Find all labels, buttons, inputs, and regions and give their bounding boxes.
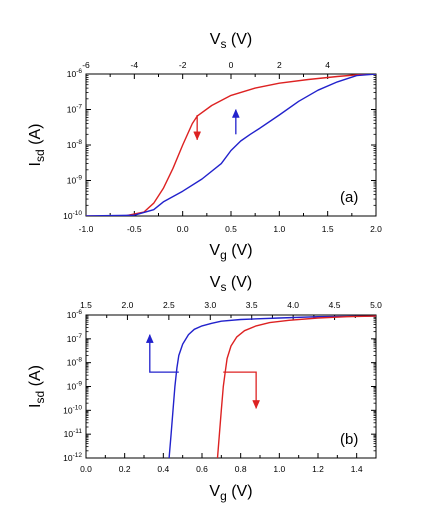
y-axis-label: Isd (A) [27,365,47,408]
y-tick-label: 10-7 [67,333,83,344]
y-tick-label: 10-6 [67,68,83,79]
x-tick-label: 0.2 [119,464,131,474]
top-x-tick-label: -2 [179,60,187,70]
y-tick-label: 10-7 [67,104,83,115]
y-tick-label: 10-9 [67,175,83,186]
series-line-1 [86,74,376,216]
y-tick-label: 10-11 [64,428,83,439]
top-x-tick-label: 3.5 [246,300,258,310]
arrow-head-0 [145,334,154,343]
panel-b: 0.0 0.2 0.4 0.6 0.8 1.0 1.2 1.4 1.5 2.0 2.5 3.0 3.5 4… [27,274,382,503]
top-x-tick-label: 2 [277,60,282,70]
x-tick-label: 1.2 [312,464,324,474]
arrow-shaft-1 [223,371,257,409]
x-tick-label: 0.6 [196,464,208,474]
panel-label: (a) [340,189,358,206]
top-x-tick-label: 2.0 [122,300,134,310]
y-tick-label: 10-8 [67,357,83,368]
top-x-tick-label: 4 [325,60,330,70]
top-x-axis-label: Vs (V) [210,31,252,51]
x-tick-label: 0.5 [225,224,237,234]
top-x-tick-label: 1.5 [80,300,92,310]
x-tick-label: -1.0 [79,224,94,234]
y-axis-label: Isd (A) [27,124,47,167]
top-x-tick-label: 5.0 [370,300,382,310]
top-x-tick-label: 3.0 [204,300,216,310]
y-tick-label: 10-10 [63,210,82,221]
x-axis-label: Vg (V) [209,242,252,262]
top-x-tick-label: -6 [82,60,90,70]
top-x-tick-label: 4.0 [287,300,299,310]
top-x-tick-label: 0 [229,60,234,70]
panel-label: (b) [340,431,358,448]
top-x-tick-label: 4.5 [329,300,341,310]
top-x-tick-label: -4 [131,60,139,70]
series-group [86,74,376,216]
series-line-0 [86,74,376,216]
y-tick-label: 10-10 [63,404,82,415]
y-tick-label: 10-6 [67,309,83,320]
arrow-head-0 [193,131,202,141]
x-tick-label: -0.5 [127,224,142,234]
series-group [168,315,376,458]
plot-frame [85,314,377,459]
y-tick-label: 10-9 [67,381,83,392]
x-tick-label: 0.4 [157,464,169,474]
y-tick-label: 10-8 [67,139,83,150]
x-tick-label: 1.0 [273,224,285,234]
x-tick-label: 0.8 [235,464,247,474]
x-axis-label: Vg (V) [209,483,252,503]
top-x-axis-label: Vs (V) [210,274,252,294]
x-tick-label: 1.4 [351,464,363,474]
top-x-tick-label: 2.5 [163,300,175,310]
y-tick-label: 10-12 [63,452,82,463]
series-line-0 [168,315,376,458]
series-line-1 [216,315,376,458]
arrow-head-1 [231,108,240,118]
x-tick-label: 1.5 [322,224,334,234]
x-tick-label: 2.0 [370,224,382,234]
x-tick-label: 0.0 [177,224,189,234]
arrow-head-1 [252,400,261,410]
x-tick-label: 0.0 [80,464,92,474]
arrow-shaft-0 [149,334,179,373]
x-tick-label: 1.0 [273,464,285,474]
panel-a: -1.0 -0.5 0.0 0.5 1.0 1.5 2.0 -6 -4 -2 0 2 4 10-10 10-… [27,31,382,262]
